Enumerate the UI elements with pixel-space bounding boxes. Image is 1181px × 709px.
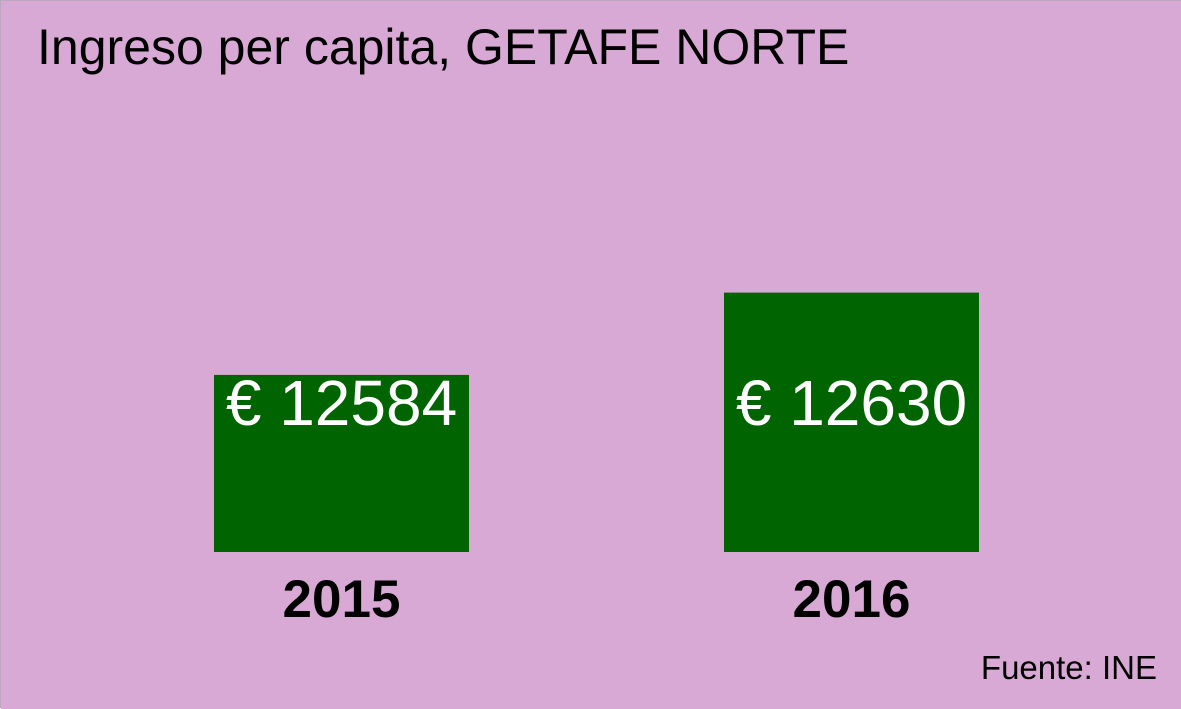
value-label-2015: € 12584 <box>226 367 457 439</box>
bar-2016 <box>724 292 979 552</box>
value-label-2016: € 12630 <box>736 367 967 439</box>
chart-title: Ingreso per capita, GETAFE NORTE <box>37 19 849 75</box>
bars-group: € 12584 2015 € 12630 2016 <box>214 292 979 629</box>
category-label-2015: 2015 <box>283 570 401 629</box>
bar-2015 <box>214 374 469 552</box>
category-label-2016: 2016 <box>793 570 911 629</box>
source-note: Fuente: INE <box>981 649 1157 686</box>
